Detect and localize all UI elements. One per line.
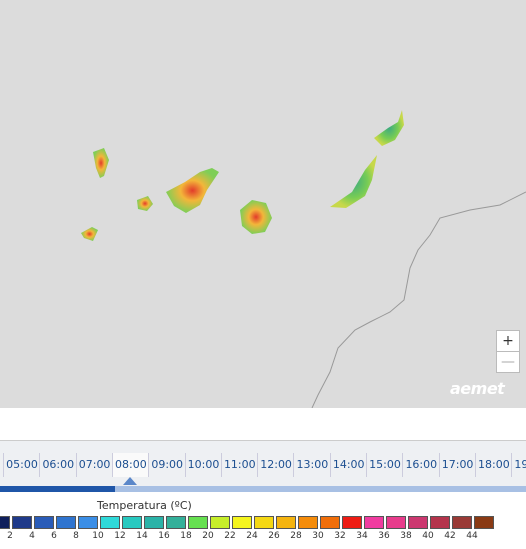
legend-title: Temperatura (ºC) <box>97 499 192 512</box>
legend-label: 18 <box>180 531 192 541</box>
legend-swatch <box>276 516 296 529</box>
legend-swatch <box>386 516 406 529</box>
legend-label: 12 <box>114 531 126 541</box>
time-label[interactable]: 11:00 <box>220 453 258 477</box>
legend-label: 26 <box>268 531 280 541</box>
legend-swatch <box>56 516 76 529</box>
map[interactable]: + — aemet <box>0 0 526 409</box>
progress <box>0 486 115 492</box>
island <box>330 155 377 208</box>
legend-swatch <box>144 516 164 529</box>
legend-swatch <box>430 516 450 529</box>
coastline <box>311 191 526 409</box>
island <box>240 200 272 234</box>
legend-swatch <box>408 516 428 529</box>
progress-bar <box>0 486 526 492</box>
map-shapes <box>81 110 526 409</box>
legend-label: 22 <box>224 531 236 541</box>
island <box>374 110 404 146</box>
legend-label: 44 <box>466 531 478 541</box>
legend-swatch <box>254 516 274 529</box>
legend-label: 34 <box>356 531 368 541</box>
time-label[interactable]: 07:00 <box>75 453 113 477</box>
legend-swatch <box>474 516 494 529</box>
logo: aemet <box>450 379 505 398</box>
legend-swatch <box>298 516 318 529</box>
legend-swatch <box>210 516 230 529</box>
zoom-out[interactable]: — <box>496 351 520 373</box>
island <box>166 168 219 213</box>
legend-label: 6 <box>51 531 57 541</box>
legend-label: 24 <box>246 531 258 541</box>
legend-swatch <box>342 516 362 529</box>
time-label[interactable]: 10:00 <box>184 453 222 477</box>
legend-label: 30 <box>312 531 324 541</box>
legend-swatch <box>364 516 384 529</box>
time-label[interactable]: 12:00 <box>257 453 294 477</box>
legend-swatch <box>166 516 186 529</box>
legend-label: 42 <box>444 531 456 541</box>
legend-label: 36 <box>378 531 390 541</box>
legend-swatch <box>0 516 10 529</box>
zoom-in[interactable]: + <box>496 330 520 352</box>
time-label[interactable]: 19:00 <box>511 453 526 477</box>
time-label[interactable]: 09:00 <box>148 453 185 477</box>
legend-label: 2 <box>7 531 13 541</box>
time-label[interactable]: 16:00 <box>402 453 439 477</box>
legend-swatch <box>232 516 252 529</box>
legend-label: 4 <box>29 531 35 541</box>
legend-swatch <box>188 516 208 529</box>
legend-label: 8 <box>73 531 79 541</box>
time-label[interactable]: 08:00 <box>111 453 149 477</box>
island <box>81 227 98 241</box>
time-label[interactable]: 17:00 <box>438 453 476 477</box>
legend-swatch <box>122 516 142 529</box>
legend-swatch <box>320 516 340 529</box>
legend-label: 32 <box>334 531 346 541</box>
legend-swatch <box>100 516 120 529</box>
legend-swatch <box>12 516 32 529</box>
island <box>137 196 153 211</box>
time-label[interactable]: 15:00 <box>366 453 403 477</box>
time-label[interactable]: 18:00 <box>474 453 512 477</box>
time-label[interactable]: 06:00 <box>39 453 76 477</box>
legend-label: 14 <box>136 531 148 541</box>
island <box>93 148 109 178</box>
timeline: 05:00 06:00 07:00 08:00 09:00 10:00 11:00 12:00… <box>0 440 526 487</box>
legend-swatch <box>34 516 54 529</box>
legend-label: 20 <box>202 531 214 541</box>
legend-swatch <box>78 516 98 529</box>
legend-swatch <box>452 516 472 529</box>
legend-label: 40 <box>422 531 434 541</box>
time-marker <box>123 477 137 485</box>
legend-label: 10 <box>92 531 104 541</box>
time-label[interactable]: 05:00 <box>3 453 40 477</box>
legend-label: 38 <box>400 531 412 541</box>
time-label[interactable]: 14:00 <box>329 453 367 477</box>
time-label[interactable]: 13:00 <box>293 453 330 477</box>
legend-label: 16 <box>158 531 170 541</box>
legend-label: 28 <box>290 531 302 541</box>
